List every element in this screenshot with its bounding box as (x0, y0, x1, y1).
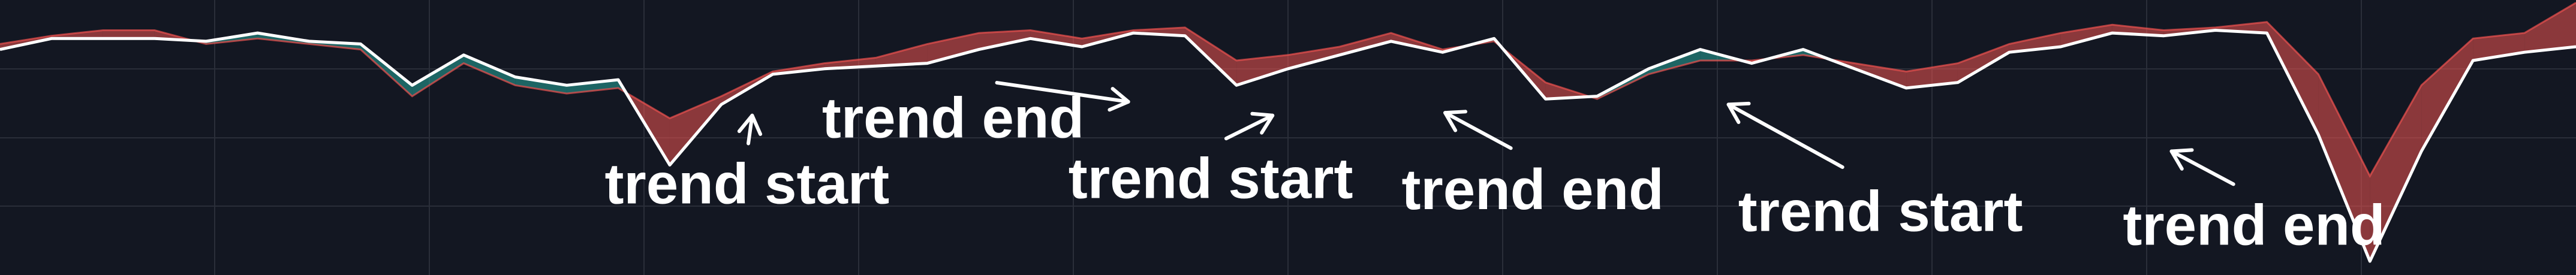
annotation-arrow-shaft (746, 113, 754, 146)
trend-area-band (464, 55, 516, 86)
trend-area-band (875, 44, 928, 67)
line-layer (0, 2, 2576, 263)
trend-area-band (515, 77, 567, 94)
trend-area-band (360, 44, 413, 96)
trend-area-band (2318, 74, 2370, 262)
annotation-arrow-shaft (1726, 102, 1844, 169)
annotation-label: trend start (1738, 180, 2023, 244)
trend-area-band (103, 30, 155, 39)
annotation-arrow-shaft (995, 81, 1130, 104)
trend-area-band (1339, 33, 1391, 55)
slow-series-line (0, 2, 2576, 178)
trend-area-band (412, 55, 464, 96)
annotation-arrow-head (1108, 87, 1130, 112)
annotation-arrow-head (1250, 111, 1275, 135)
annotation-arrow-head (1726, 101, 1751, 124)
annotation-arrow-shaft (1224, 113, 1275, 141)
trend-area-band (2524, 2, 2576, 53)
annotation-label: trend end (1401, 158, 1663, 222)
annotation-label: trend end (2123, 194, 2385, 258)
annotation-arrow-shaft (2169, 149, 2235, 186)
trend-area-band (2370, 85, 2422, 262)
trend-area-band (2060, 25, 2112, 47)
trend-area-band (1288, 47, 1340, 69)
annotation-arrow-shaft (1443, 111, 1513, 150)
trend-area-band (567, 80, 619, 94)
annotation-arrow-head (2169, 148, 2194, 171)
annotation-arrow-head (737, 113, 763, 136)
trend-area-band (927, 33, 979, 64)
trend-area-band (2421, 38, 2473, 152)
trend-area-band (1236, 55, 1288, 86)
fast-series-line (0, 29, 2576, 263)
trend-area-band (979, 30, 1031, 50)
annotation-label: trend start (1069, 146, 1353, 210)
annotation-label: trend end (822, 86, 1084, 150)
annotation-arrow-head (1443, 110, 1468, 132)
trend-area-band (1030, 30, 1082, 47)
trend-area-band (1957, 44, 2009, 83)
annotation-label: trend start (604, 152, 889, 216)
